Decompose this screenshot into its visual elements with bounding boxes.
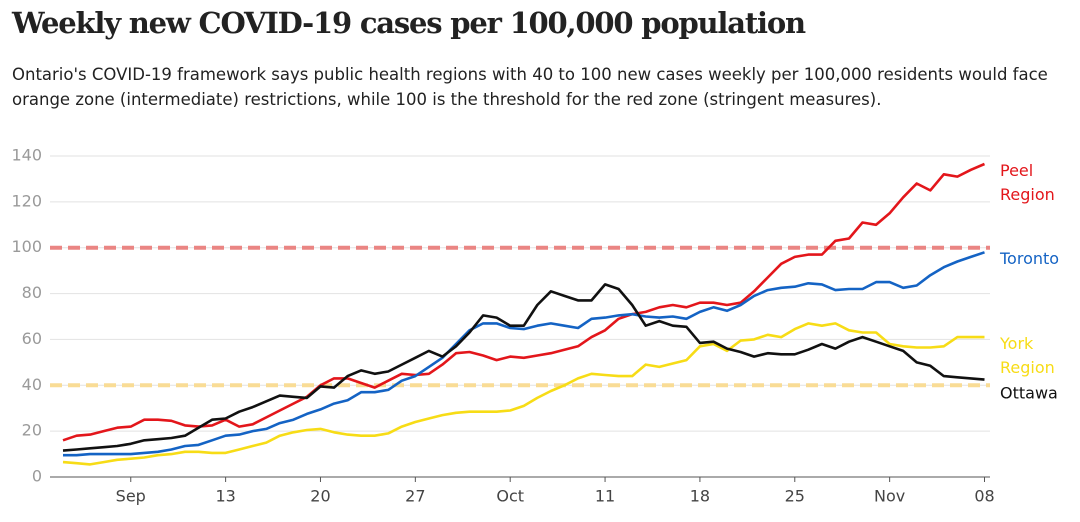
x-tick-label: Oct [496,487,524,506]
y-tick-label: 140 [11,146,42,165]
x-tick-label: 13 [215,487,235,506]
series-label: Peel Region [1000,161,1055,204]
x-tick-label: Nov [874,487,905,506]
y-tick-label: 40 [22,375,42,394]
y-tick-label: 120 [11,191,42,210]
y-tick-label: 60 [22,329,42,348]
series-label: Toronto [999,249,1059,268]
y-tick-label: 80 [22,283,42,302]
chart-title: Weekly new COVID-19 cases per 100,000 po… [12,6,806,40]
x-tick-label: 18 [690,487,710,506]
series-line [62,322,985,466]
chart-subtitle: Ontario's COVID-19 framework says public… [12,65,1048,109]
series-label: York Region [999,334,1055,377]
series-label: Ottawa [1000,384,1058,403]
x-tick-label: Sep [116,487,146,506]
x-tick-label: 11 [595,487,615,506]
x-tick-label: 20 [310,487,330,506]
x-tick-label: 27 [405,487,425,506]
x-tick-label: 08 [974,487,994,506]
series-line [62,162,986,442]
y-tick-label: 20 [22,421,42,440]
series-line [62,283,985,452]
y-tick-label: 100 [11,237,42,256]
series-line [63,251,985,457]
x-tick-label: 25 [785,487,805,506]
y-tick-label: 0 [32,467,42,486]
